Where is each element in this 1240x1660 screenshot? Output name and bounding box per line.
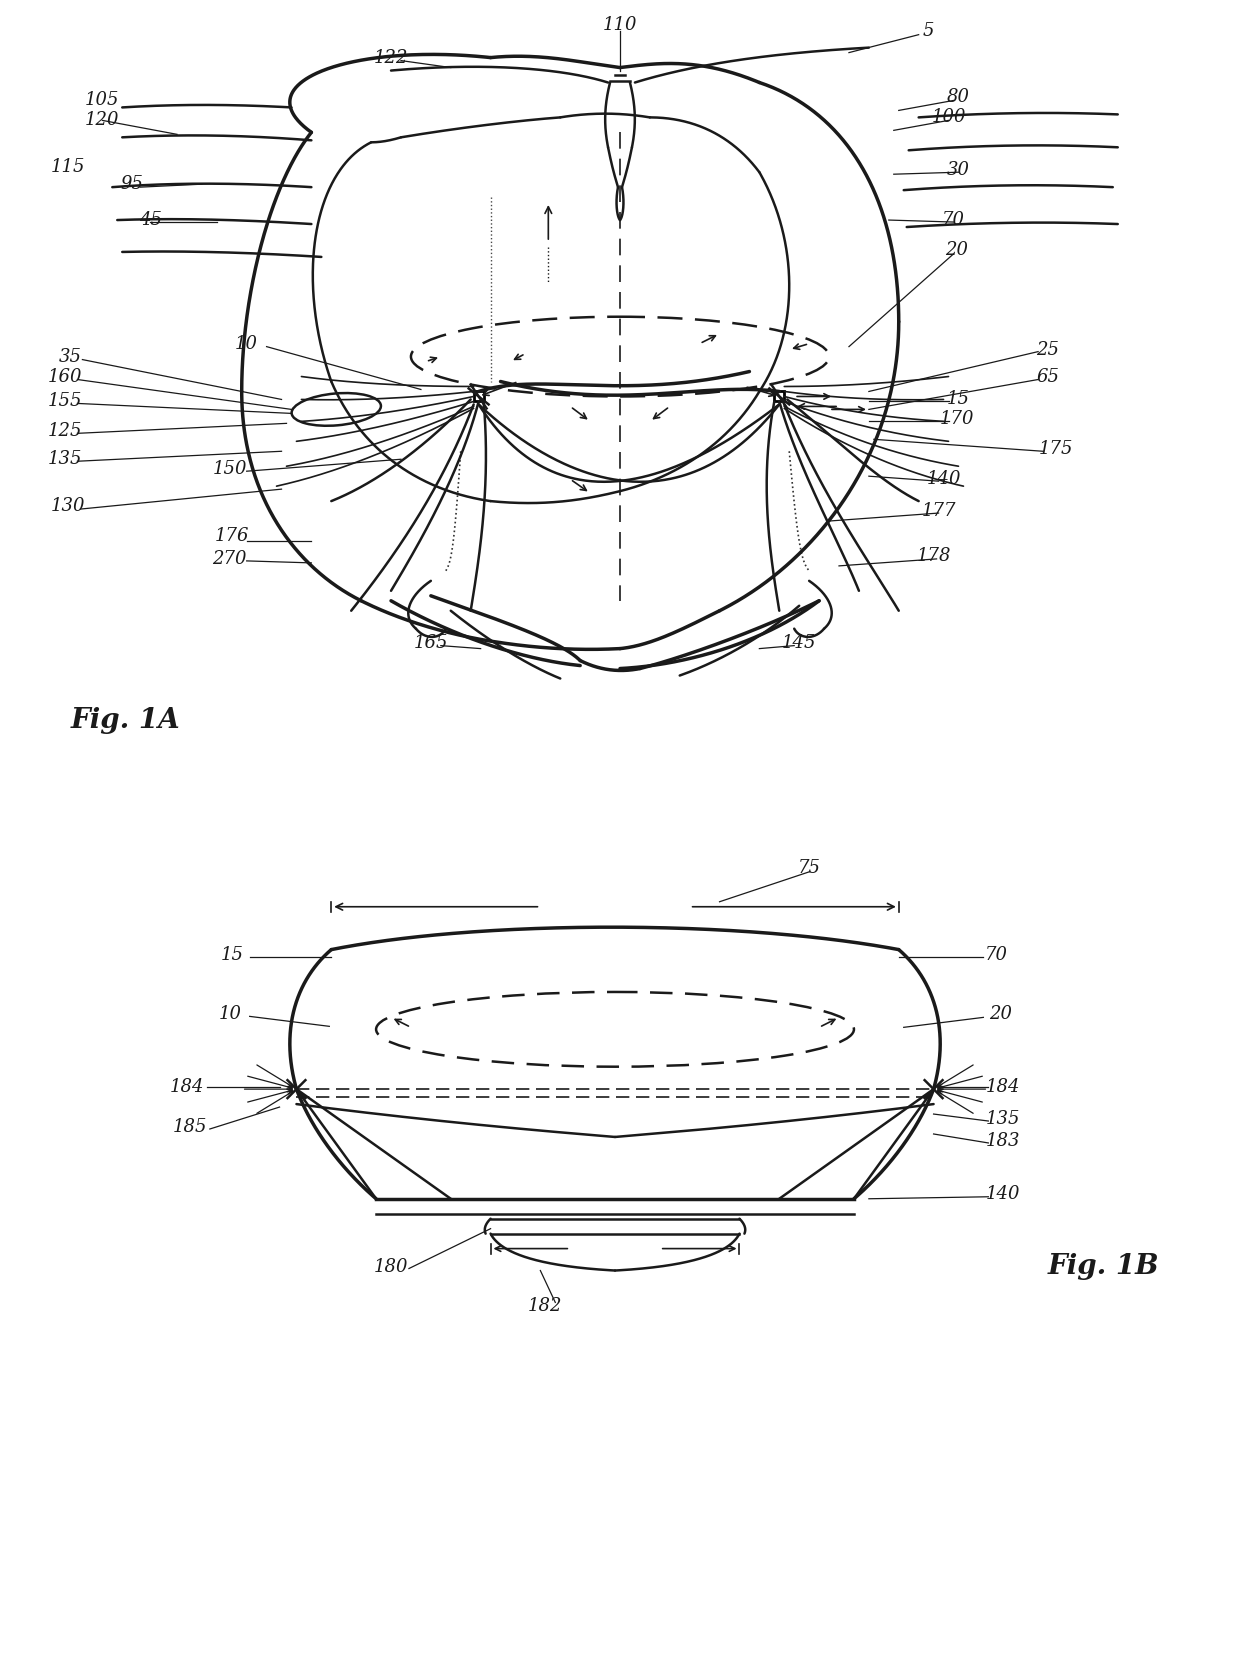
Text: 100: 100: [931, 108, 966, 126]
Text: 122: 122: [373, 48, 408, 66]
Text: 110: 110: [603, 15, 637, 33]
Text: 70: 70: [985, 946, 1008, 963]
Text: 184: 184: [170, 1077, 205, 1096]
Text: 140: 140: [986, 1185, 1021, 1204]
Text: 80: 80: [947, 88, 970, 106]
Text: 170: 170: [939, 410, 973, 428]
Text: 10: 10: [218, 1006, 242, 1023]
Text: 145: 145: [782, 634, 816, 652]
Text: 177: 177: [921, 501, 956, 520]
Text: 135: 135: [47, 450, 82, 468]
Text: 95: 95: [120, 176, 144, 193]
Text: 135: 135: [986, 1111, 1021, 1129]
Text: 20: 20: [988, 1006, 1012, 1023]
Text: Fig. 1A: Fig. 1A: [71, 707, 180, 734]
Text: 150: 150: [212, 460, 247, 478]
Text: 183: 183: [986, 1132, 1021, 1150]
Text: 125: 125: [47, 422, 82, 440]
Text: 175: 175: [1039, 440, 1074, 458]
Text: 160: 160: [47, 367, 82, 385]
Text: 270: 270: [212, 549, 247, 568]
Text: 182: 182: [528, 1298, 563, 1315]
Text: 165: 165: [414, 634, 448, 652]
Text: 120: 120: [86, 111, 119, 129]
Text: 115: 115: [51, 158, 84, 176]
Text: 5: 5: [923, 22, 935, 40]
Text: 45: 45: [139, 211, 161, 229]
Text: 65: 65: [1037, 367, 1059, 385]
Text: 25: 25: [1037, 340, 1059, 359]
Text: 105: 105: [86, 91, 119, 110]
Text: 180: 180: [373, 1258, 408, 1275]
Text: 30: 30: [947, 161, 970, 179]
Text: Fig. 1B: Fig. 1B: [1048, 1253, 1159, 1280]
Text: 15: 15: [221, 946, 243, 963]
Text: 15: 15: [947, 390, 970, 408]
Text: 176: 176: [215, 526, 249, 544]
Text: 155: 155: [47, 392, 82, 410]
Text: 70: 70: [942, 211, 965, 229]
Text: 130: 130: [51, 496, 84, 515]
Text: 184: 184: [986, 1077, 1021, 1096]
Text: 140: 140: [926, 470, 961, 488]
Text: 185: 185: [172, 1117, 207, 1135]
Text: 35: 35: [60, 347, 82, 365]
Text: 75: 75: [797, 858, 821, 876]
Text: 10: 10: [236, 335, 258, 352]
Text: 178: 178: [916, 546, 951, 564]
Text: 20: 20: [945, 241, 968, 259]
